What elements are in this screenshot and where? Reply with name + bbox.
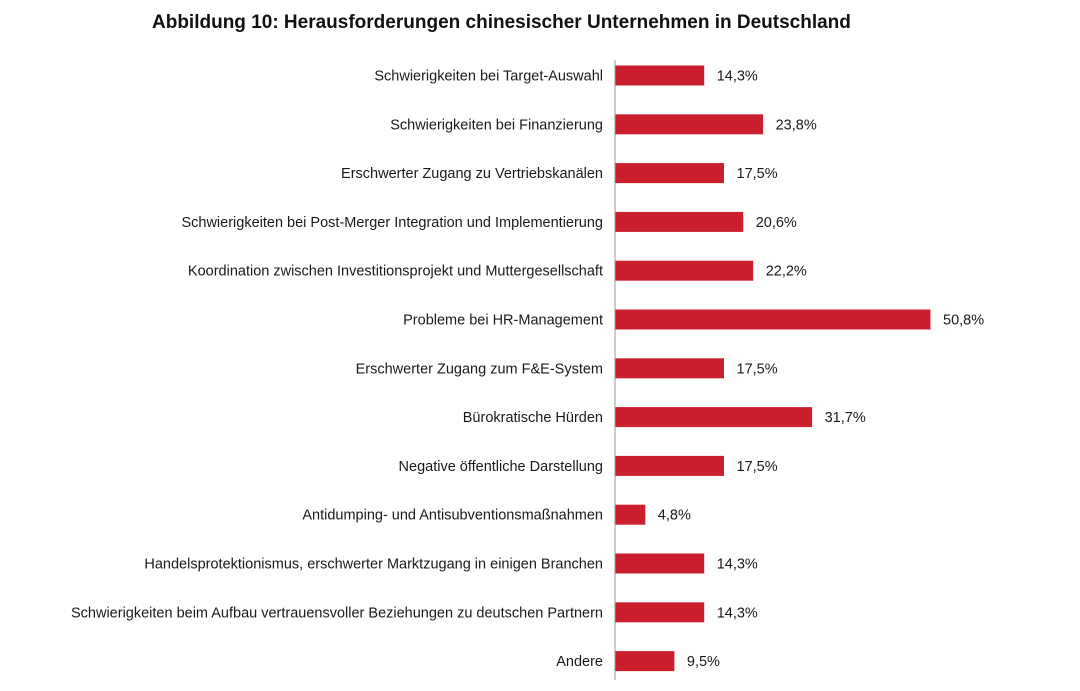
value-label: 17,5% — [737, 459, 778, 475]
value-label: 31,7% — [825, 410, 866, 426]
value-label: 17,5% — [737, 166, 778, 182]
category-label: Schwierigkeiten bei Target-Auswahl — [374, 69, 603, 85]
value-label: 4,8% — [658, 508, 691, 524]
bar — [615, 455, 724, 476]
bar — [615, 211, 744, 232]
value-label: 9,5% — [687, 654, 720, 670]
category-label: Erschwerter Zugang zum F&E-System — [356, 361, 603, 377]
category-label: Probleme bei HR-Management — [403, 313, 603, 329]
chart-title: Abbildung 10: Herausforderungen chinesis… — [152, 12, 851, 33]
value-label: 22,2% — [766, 264, 807, 280]
category-label: Handelsprotektionismus, erschwerter Mark… — [144, 557, 603, 573]
bars: Schwierigkeiten bei Target-Auswahl 14,3% S… — [71, 65, 984, 672]
bar — [615, 358, 724, 379]
value-label: 50,8% — [943, 313, 984, 329]
bar — [615, 114, 764, 135]
bar — [615, 407, 813, 428]
category-label: Koordination zwischen Investitionsprojek… — [188, 264, 603, 280]
bar — [615, 163, 724, 184]
category-label: Andere — [556, 654, 603, 670]
value-label: 14,3% — [717, 69, 758, 85]
category-label: Bürokratische Hürden — [463, 410, 603, 426]
category-label: Schwierigkeiten bei Finanzierung — [390, 117, 603, 133]
value-label: 17,5% — [737, 361, 778, 377]
category-label: Erschwerter Zugang zu Vertriebskanälen — [341, 166, 603, 182]
bar — [615, 602, 705, 623]
category-label: Negative öffentliche Darstellung — [399, 459, 603, 475]
bar — [615, 260, 754, 281]
category-label: Antidumping- und Antisubventionsmaßnahme… — [302, 508, 603, 524]
bar — [615, 65, 705, 86]
value-label: 20,6% — [756, 215, 797, 231]
category-label: Schwierigkeiten beim Aufbau vertrauensvo… — [71, 605, 603, 621]
value-label: 23,8% — [776, 117, 817, 133]
bar — [615, 553, 705, 574]
bar — [615, 651, 675, 672]
value-label: 14,3% — [717, 557, 758, 573]
bar — [615, 504, 646, 525]
category-label: Schwierigkeiten bei Post-Merger Integrat… — [181, 215, 603, 231]
value-label: 14,3% — [717, 605, 758, 621]
bar — [615, 309, 931, 330]
